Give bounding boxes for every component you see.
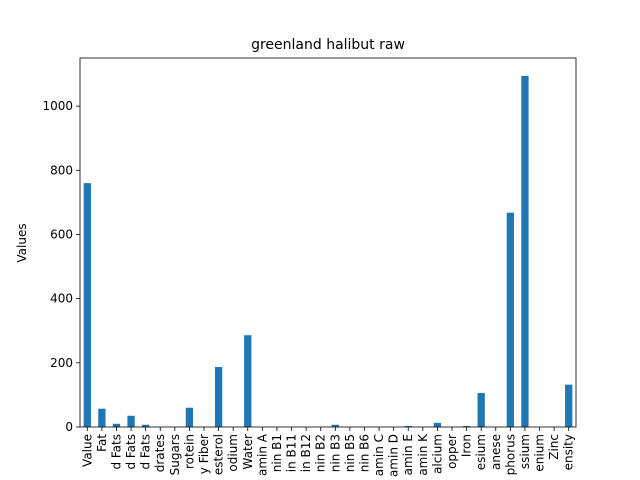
x-tick-label-13: nin B1 [270, 434, 284, 472]
bar-11 [244, 335, 252, 427]
bar-33 [565, 384, 573, 427]
x-tick-label-26: Iron [460, 434, 474, 457]
bar-29 [506, 212, 514, 427]
x-tick-label-24: alcium [430, 434, 444, 474]
y-tick-label-4: 800 [50, 163, 73, 177]
x-tick-label-19: nin B6 [357, 434, 371, 472]
bar-30 [521, 75, 529, 428]
x-tick-label-7: rotein [182, 434, 196, 469]
x-tick-label-4: d Fats [139, 434, 153, 470]
bar-26 [462, 426, 471, 427]
x-tick-label-14: in B11 [285, 434, 299, 472]
bar-4 [142, 424, 150, 427]
plot-frame [79, 57, 577, 428]
bar-22 [404, 426, 412, 427]
x-axis-ticks: Value Fat d Fats d Fats d Fats drates Sugars ro… [80, 427, 576, 477]
x-tick-label-2: d Fats [109, 434, 123, 470]
y-tick-label-3: 600 [50, 227, 73, 241]
x-tick-label-27: esium [474, 434, 488, 470]
x-tick-label-25: opper [445, 434, 459, 469]
y-axis-ticks: 0 200 400 600 800 1000 [42, 99, 80, 434]
y-tick-label-2: 400 [50, 292, 73, 306]
bar-0 [83, 183, 91, 427]
x-tick-label-16: nin B2 [314, 434, 328, 472]
y-tick-label-5: 1000 [42, 99, 73, 113]
x-tick-label-6: Sugars [168, 434, 182, 475]
x-tick-label-29: phorus [503, 434, 517, 475]
x-tick-label-17: nin B3 [328, 434, 342, 472]
x-tick-label-32: Zinc [547, 434, 561, 460]
x-tick-label-18: nin B5 [343, 434, 357, 472]
bar-27 [477, 392, 485, 427]
x-tick-label-31: enium [533, 434, 547, 472]
bars-group [83, 75, 573, 428]
x-tick-label-21: amin D [387, 434, 401, 477]
bar-7 [185, 407, 194, 427]
x-tick-label-28: anese [489, 434, 503, 470]
x-tick-label-10: odium [226, 434, 240, 472]
x-tick-label-0: Value [80, 434, 94, 467]
x-tick-label-11: Water [241, 434, 255, 470]
bar-24 [433, 422, 442, 427]
bar-2 [112, 423, 121, 427]
x-tick-label-9: esterol [212, 434, 226, 475]
bar-17 [331, 424, 339, 427]
y-tick-label-1: 200 [50, 356, 73, 370]
x-tick-label-8: y Fiber [197, 434, 211, 474]
x-tick-label-23: amin K [416, 433, 430, 476]
x-tick-label-5: drates [153, 434, 167, 472]
y-tick-label-0: 0 [65, 420, 73, 434]
x-tick-label-22: amin E [401, 434, 415, 475]
x-tick-label-20: amin C [372, 434, 386, 476]
x-tick-label-1: Fat [95, 434, 109, 452]
x-tick-label-12: amin A [255, 433, 269, 476]
chart-title: greenland halibut raw [251, 37, 405, 53]
y-axis-label: Values [15, 223, 29, 262]
bar-3 [127, 415, 135, 427]
x-tick-label-15: in B12 [299, 434, 313, 472]
bar-9 [214, 366, 223, 427]
x-tick-label-30: ssium [518, 434, 532, 469]
bar-1 [98, 408, 106, 427]
x-tick-label-33: ensity [562, 434, 576, 470]
x-tick-label-3: d Fats [124, 434, 138, 470]
